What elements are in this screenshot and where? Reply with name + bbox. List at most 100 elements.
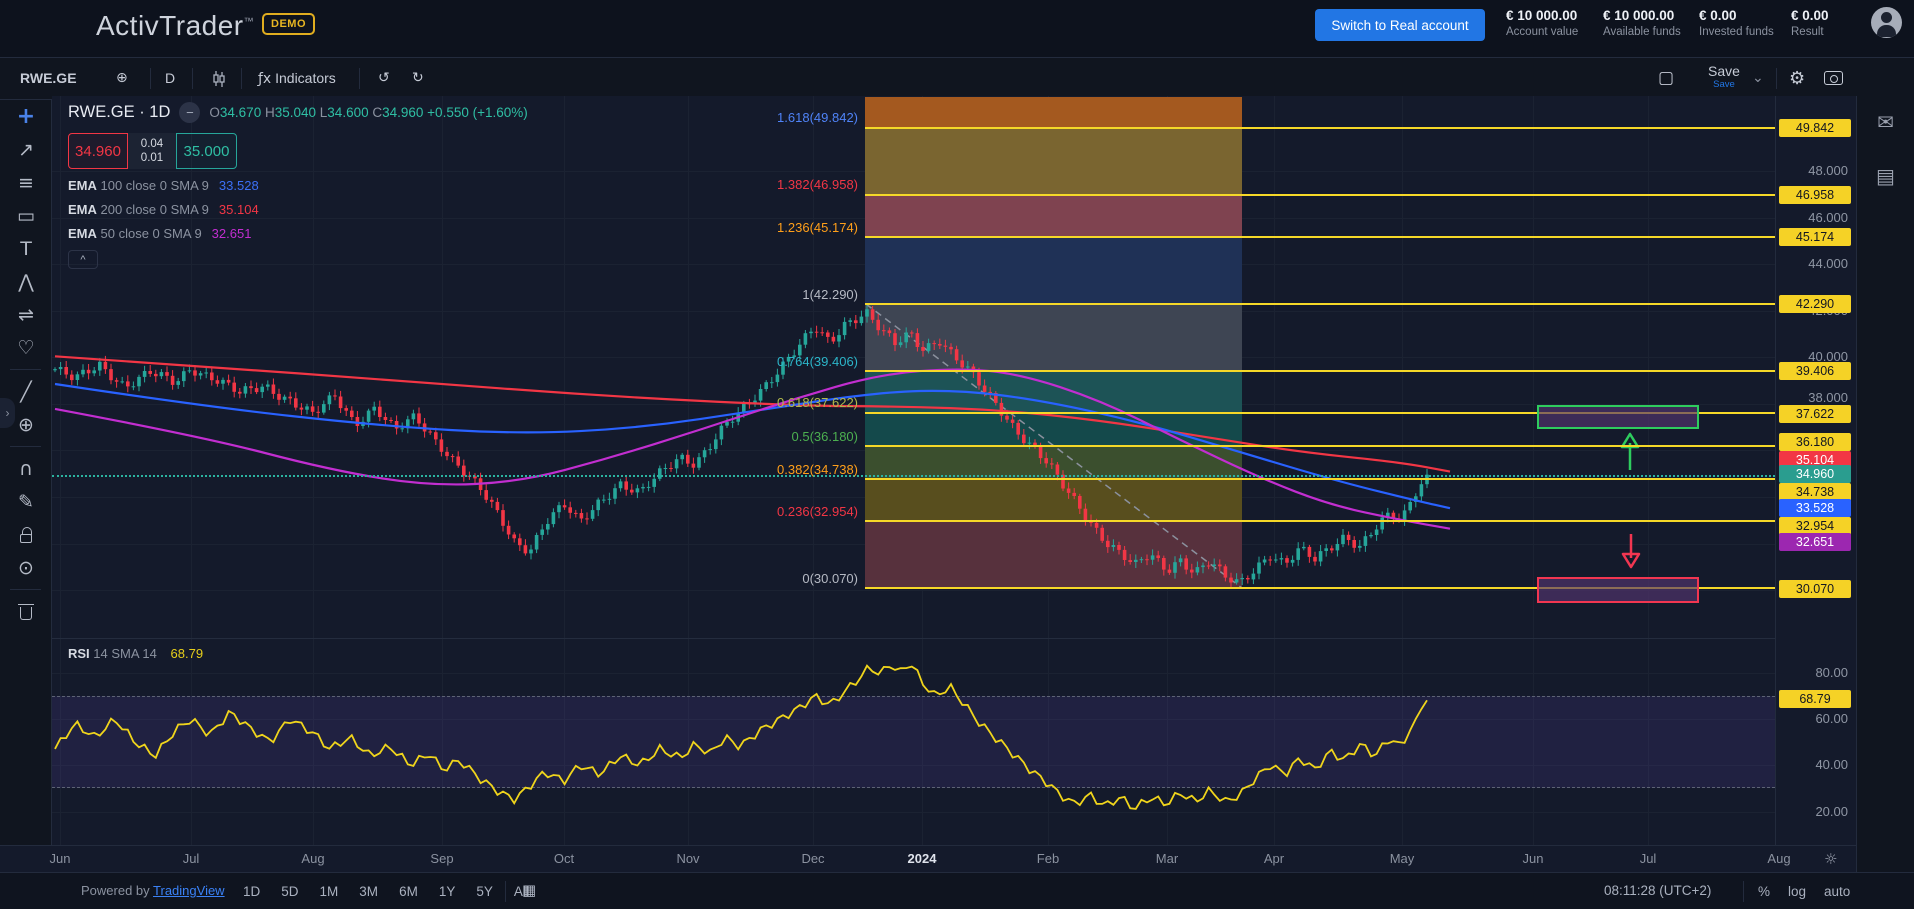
- up-arrow-drawing: [1620, 432, 1640, 470]
- range-3m[interactable]: 3M: [359, 884, 379, 899]
- buy-button[interactable]: 35.000: [176, 133, 237, 169]
- gear-icon[interactable]: ⚙: [1789, 68, 1806, 89]
- divider: [10, 589, 41, 590]
- range-1d[interactable]: 1D: [243, 884, 261, 899]
- ruler-icon[interactable]: ╱: [20, 380, 32, 403]
- trade-widget: 34.960 0.04 0.01 35.000: [68, 133, 528, 169]
- axis-tick: 38.000: [1808, 390, 1848, 405]
- axis-tick: 80.00: [1815, 665, 1848, 680]
- legend-symbol-title[interactable]: RWE.GE · 1D: [68, 103, 171, 121]
- redo-icon[interactable]: ↻: [412, 70, 424, 86]
- long-short-position-icon[interactable]: ⇌: [18, 303, 34, 326]
- chevron-down-icon[interactable]: ⌄: [1752, 70, 1764, 86]
- scale-log[interactable]: log: [1788, 884, 1807, 899]
- go-to-date-icon[interactable]: ▦: [522, 881, 537, 899]
- axis-tick: 60.00: [1815, 711, 1848, 726]
- text-tool-icon[interactable]: T: [20, 237, 32, 260]
- fib-label: 1.618(49.842): [777, 110, 858, 125]
- price-badge: 36.180: [1779, 433, 1851, 451]
- range-1y[interactable]: 1Y: [438, 884, 456, 899]
- theme-sun-icon[interactable]: ☼: [1824, 850, 1838, 868]
- delete-drawings-icon[interactable]: [0, 595, 52, 628]
- month-label: Dec: [801, 851, 825, 866]
- rsi-value: 68.79: [170, 646, 204, 661]
- pane-divider[interactable]: [52, 638, 1775, 639]
- spread-box[interactable]: 0.04 0.01: [128, 133, 176, 169]
- range-6m[interactable]: 6M: [399, 884, 418, 899]
- rsi-line: [54, 664, 1428, 810]
- news-icon[interactable]: ▤: [1876, 164, 1895, 188]
- camera-icon[interactable]: [1824, 58, 1843, 99]
- price-badge: 34.960: [1779, 465, 1851, 483]
- month-label: Oct: [553, 851, 575, 866]
- fib-retracement-icon[interactable]: ≡: [18, 171, 34, 194]
- indicator-row[interactable]: EMA 100 close 0 SMA 9 33.528: [68, 178, 259, 193]
- range-all[interactable]: All: [513, 884, 529, 899]
- scale-auto[interactable]: auto: [1824, 884, 1851, 899]
- switch-to-real-account-button[interactable]: Switch to Real account: [1315, 9, 1485, 41]
- layout-icon[interactable]: ▢: [1658, 68, 1675, 88]
- month-label: Apr: [1263, 851, 1285, 866]
- save-button[interactable]: Save Save: [1698, 58, 1750, 99]
- zoom-in-icon[interactable]: ⊕: [18, 413, 34, 436]
- indicator-row[interactable]: EMA 200 close 0 SMA 9 35.104: [68, 202, 259, 217]
- ema50-line: [54, 368, 1451, 530]
- range-buttons: 1D 5D 1M 3M 6M 1Y 5Y All: [236, 873, 536, 909]
- axis-tick: 44.000: [1808, 256, 1848, 271]
- undo-icon[interactable]: ↺: [378, 70, 390, 86]
- price-badge: 32.651: [1779, 533, 1851, 551]
- add-symbol-icon[interactable]: ⊕: [116, 70, 128, 86]
- ema200-line: [54, 355, 1451, 473]
- chart-type-icon[interactable]: [210, 70, 228, 93]
- range-5d[interactable]: 5D: [281, 884, 299, 899]
- fib-label: 0(30.070): [802, 571, 858, 586]
- change-value: +0.550 (+1.60%): [427, 105, 528, 120]
- month-label: 2024: [907, 851, 937, 866]
- shapes-icon[interactable]: ▭: [17, 204, 35, 227]
- drawing-toolbar: + ↗ ≡ ▭ T ⋀ ⇌ ♡ ╱ ⊕ ∩ ✎ ⊙: [0, 100, 52, 872]
- lock-drawings-icon[interactable]: [0, 518, 52, 551]
- panel-expand-handle[interactable]: ›: [0, 398, 15, 428]
- sell-button[interactable]: 34.960: [68, 133, 128, 169]
- month-label: May: [1389, 851, 1415, 866]
- time-axis[interactable]: ☼ Jun Jul Aug Sep Oct Nov Dec 2024 Feb Mar Apr May J…: [0, 845, 1856, 872]
- symbol-button[interactable]: RWE.GE: [20, 70, 77, 86]
- divider: [10, 369, 41, 370]
- rsi-legend[interactable]: RSI 14 SMA 14 68.79: [68, 646, 204, 661]
- crosshair-icon[interactable]: +: [16, 104, 36, 129]
- collapse-indicators-button[interactable]: ^: [68, 250, 98, 269]
- collapse-legend-button[interactable]: −: [179, 102, 201, 123]
- trend-line-icon[interactable]: ↗: [18, 138, 34, 161]
- fib-label: 0.764(39.406): [777, 354, 858, 369]
- chart-canvas[interactable]: 1.618(49.842) 1.382(46.958) 1.236(45.174) 1…: [52, 96, 1775, 845]
- stat-available-funds: € 10 000.00 Available funds: [1603, 8, 1681, 38]
- clock[interactable]: 08:11:28 (UTC+2): [1604, 883, 1712, 898]
- fib-label: 0.382(34.738): [777, 462, 858, 477]
- zone-drawing[interactable]: [1537, 405, 1699, 429]
- divider: [1743, 881, 1744, 902]
- tradingview-link[interactable]: TradingView: [153, 883, 225, 898]
- magnet-icon[interactable]: ∩: [19, 457, 33, 480]
- price-axis[interactable]: 48.00046.00044.00042.00040.00038.00080.0…: [1775, 96, 1856, 845]
- hide-drawings-icon[interactable]: ⊙: [18, 556, 34, 579]
- mail-icon[interactable]: ✉: [1877, 110, 1894, 134]
- bottom-bar: Powered by TradingView 1D 5D 1M 3M 6M 1Y 5Y All…: [0, 872, 1914, 909]
- divider: [10, 446, 41, 447]
- xabcd-pattern-icon[interactable]: ⋀: [18, 270, 34, 293]
- range-1m[interactable]: 1M: [319, 884, 339, 899]
- scale-percent[interactable]: %: [1758, 884, 1771, 899]
- zone-drawing[interactable]: [1537, 577, 1699, 603]
- month-label: Aug: [301, 851, 325, 866]
- range-5y[interactable]: 5Y: [476, 884, 493, 899]
- timeframe-button[interactable]: D: [165, 70, 176, 86]
- axis-tick: 40.000: [1808, 349, 1848, 364]
- month-label: Aug: [1767, 851, 1791, 866]
- app-header: ActivTrader™ DEMO Switch to Real account…: [0, 0, 1914, 57]
- indicators-button[interactable]: ƒx Indicators: [258, 70, 336, 87]
- divider: [359, 68, 360, 89]
- fib-label: 0.618(37.622): [777, 395, 858, 410]
- favorites-icon[interactable]: ♡: [17, 336, 35, 359]
- avatar[interactable]: [1871, 7, 1902, 38]
- indicator-row[interactable]: EMA 50 close 0 SMA 9 32.651: [68, 226, 252, 241]
- drawing-mode-icon[interactable]: ✎: [18, 490, 34, 513]
